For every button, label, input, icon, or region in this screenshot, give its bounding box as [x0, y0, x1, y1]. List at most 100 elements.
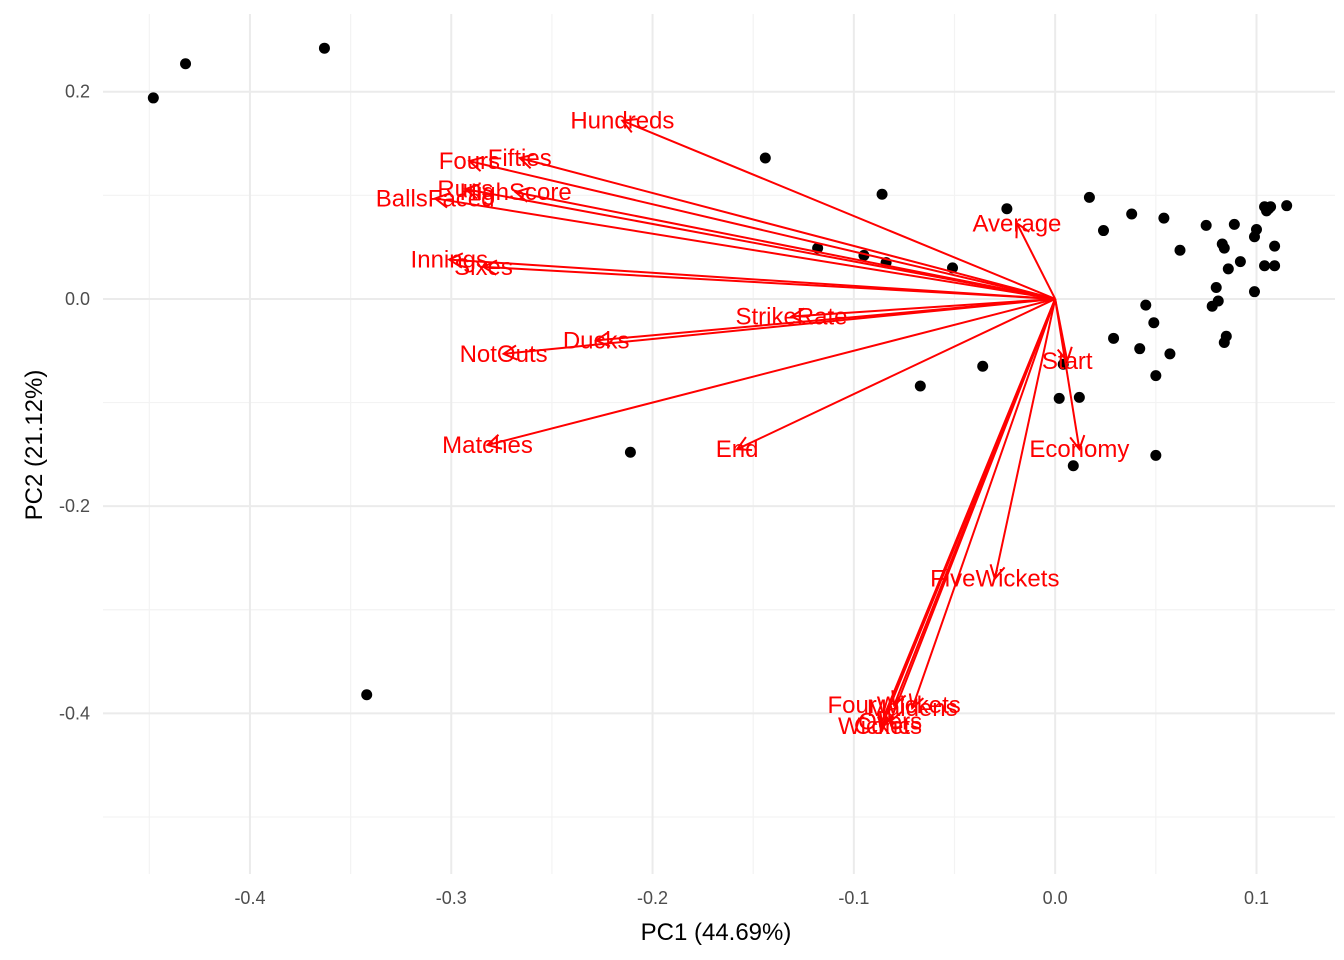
loading-label: FiveWickets — [930, 566, 1059, 593]
loading-arrow-head — [447, 252, 464, 269]
loading-arrow-line — [465, 188, 1056, 300]
loading-label: Economy — [1029, 436, 1129, 463]
score-point — [1001, 203, 1013, 215]
loading-arrow-line — [483, 265, 1056, 300]
loading-arrow-line — [993, 298, 1057, 579]
loading-arrow-head — [501, 344, 518, 361]
loading-vector: Matches — [442, 297, 1056, 459]
loading-arrow-line — [1016, 222, 1057, 300]
loading-label: BallsFaced — [376, 185, 495, 212]
loading-vector: Sixes — [454, 254, 1056, 300]
loading-arrow-line — [881, 298, 1057, 727]
score-point — [1053, 392, 1065, 404]
score-point — [1134, 343, 1146, 355]
loading-arrow-head — [1056, 346, 1073, 364]
score-points — [147, 42, 1293, 701]
score-point — [1212, 295, 1224, 307]
loading-arrow-line — [434, 197, 1056, 300]
score-point — [914, 380, 926, 392]
loading-vector: Fours — [439, 148, 1056, 300]
loading-vector: Runs — [437, 176, 1056, 300]
loading-label: Innings — [411, 247, 488, 274]
score-point — [1140, 299, 1152, 311]
loading-arrow-head — [789, 307, 806, 324]
loading-label: Sixes — [454, 254, 513, 281]
x-tick-label: -0.1 — [838, 888, 869, 908]
score-point — [1126, 208, 1138, 220]
score-point — [1269, 260, 1281, 272]
loading-label: NotOuts — [460, 341, 548, 368]
loading-arrow-head — [908, 693, 925, 711]
loading-arrow-line — [1054, 298, 1081, 450]
loading-label: Conc — [854, 713, 910, 740]
loading-label: HighScore — [460, 179, 572, 206]
x-tick-label: -0.2 — [637, 888, 668, 908]
loading-vector: Economy — [1029, 298, 1129, 463]
x-tick-label: -0.3 — [436, 888, 467, 908]
score-point — [1281, 200, 1293, 212]
score-point — [759, 152, 771, 164]
loading-vector: Overs — [858, 298, 1057, 736]
loading-vector: NotOuts — [460, 297, 1056, 368]
score-point — [1200, 219, 1212, 231]
y-tick-label: -0.2 — [59, 496, 90, 516]
loading-arrow-head — [735, 436, 753, 452]
score-point — [1150, 449, 1162, 461]
loading-arrow-head — [467, 156, 485, 172]
loading-arrow-line — [503, 297, 1056, 355]
score-point — [1164, 348, 1176, 360]
y-axis-title: PC2 (21.12%) — [21, 370, 48, 521]
score-point — [1158, 212, 1170, 224]
loading-arrow-line — [621, 119, 1056, 300]
loading-arrow-line — [791, 297, 1056, 318]
loading-vector: End — [716, 298, 1056, 463]
loading-arrow-head — [513, 186, 531, 203]
loading-vector: Conc — [854, 298, 1057, 740]
loading-arrow-head — [433, 192, 450, 209]
x-tick-labels: -0.4 -0.3 -0.2 -0.1 0.0 0.1 — [234, 888, 1269, 908]
y-tick-labels: -0.4 -0.2 0.0 0.2 — [59, 82, 90, 724]
score-point — [1097, 225, 1109, 237]
loading-label: Overs — [858, 709, 922, 736]
score-point — [1174, 244, 1186, 256]
x-tick-label: -0.4 — [234, 888, 265, 908]
loading-vector: FiveWickets — [930, 298, 1059, 593]
loading-label: Hundreds — [570, 108, 674, 135]
grid — [103, 14, 1335, 874]
score-point — [147, 92, 159, 104]
score-point — [180, 58, 192, 70]
score-point — [1083, 191, 1095, 203]
loading-label: Wickets — [838, 713, 922, 740]
score-point — [318, 42, 330, 54]
loading-arrow-head — [620, 118, 638, 134]
loading-vector: Average — [972, 210, 1061, 300]
score-point — [1228, 218, 1240, 230]
loading-vector: Hundreds — [570, 108, 1056, 300]
loading-arrow-line — [515, 191, 1056, 300]
y-tick-label: 0.0 — [65, 289, 90, 309]
loading-vector: Maidens — [867, 298, 1057, 722]
loading-arrow-line — [469, 160, 1056, 300]
score-point — [1259, 260, 1271, 272]
score-point — [876, 188, 888, 200]
loading-label: Matches — [442, 432, 533, 459]
loading-vector: FourWickets — [827, 298, 1057, 719]
loading-arrow-head — [989, 564, 1006, 581]
loading-vector: BallsFaced — [376, 185, 1056, 300]
loading-arrow-head — [877, 710, 893, 728]
loading-arrow-head — [1015, 221, 1030, 239]
loading-label: Runs — [437, 176, 493, 203]
y-tick-label: 0.2 — [65, 82, 90, 102]
loading-arrow-head — [481, 259, 498, 276]
score-point — [1248, 286, 1260, 298]
loading-arrow-head — [485, 434, 503, 450]
score-point — [1250, 224, 1262, 236]
score-point — [1234, 256, 1246, 268]
y-tick-label: -0.4 — [59, 703, 90, 723]
loading-arrow-head — [1069, 434, 1086, 452]
score-point — [1108, 332, 1120, 344]
loading-arrow-head — [517, 153, 535, 170]
score-point — [1222, 263, 1234, 275]
score-point — [1073, 391, 1085, 403]
